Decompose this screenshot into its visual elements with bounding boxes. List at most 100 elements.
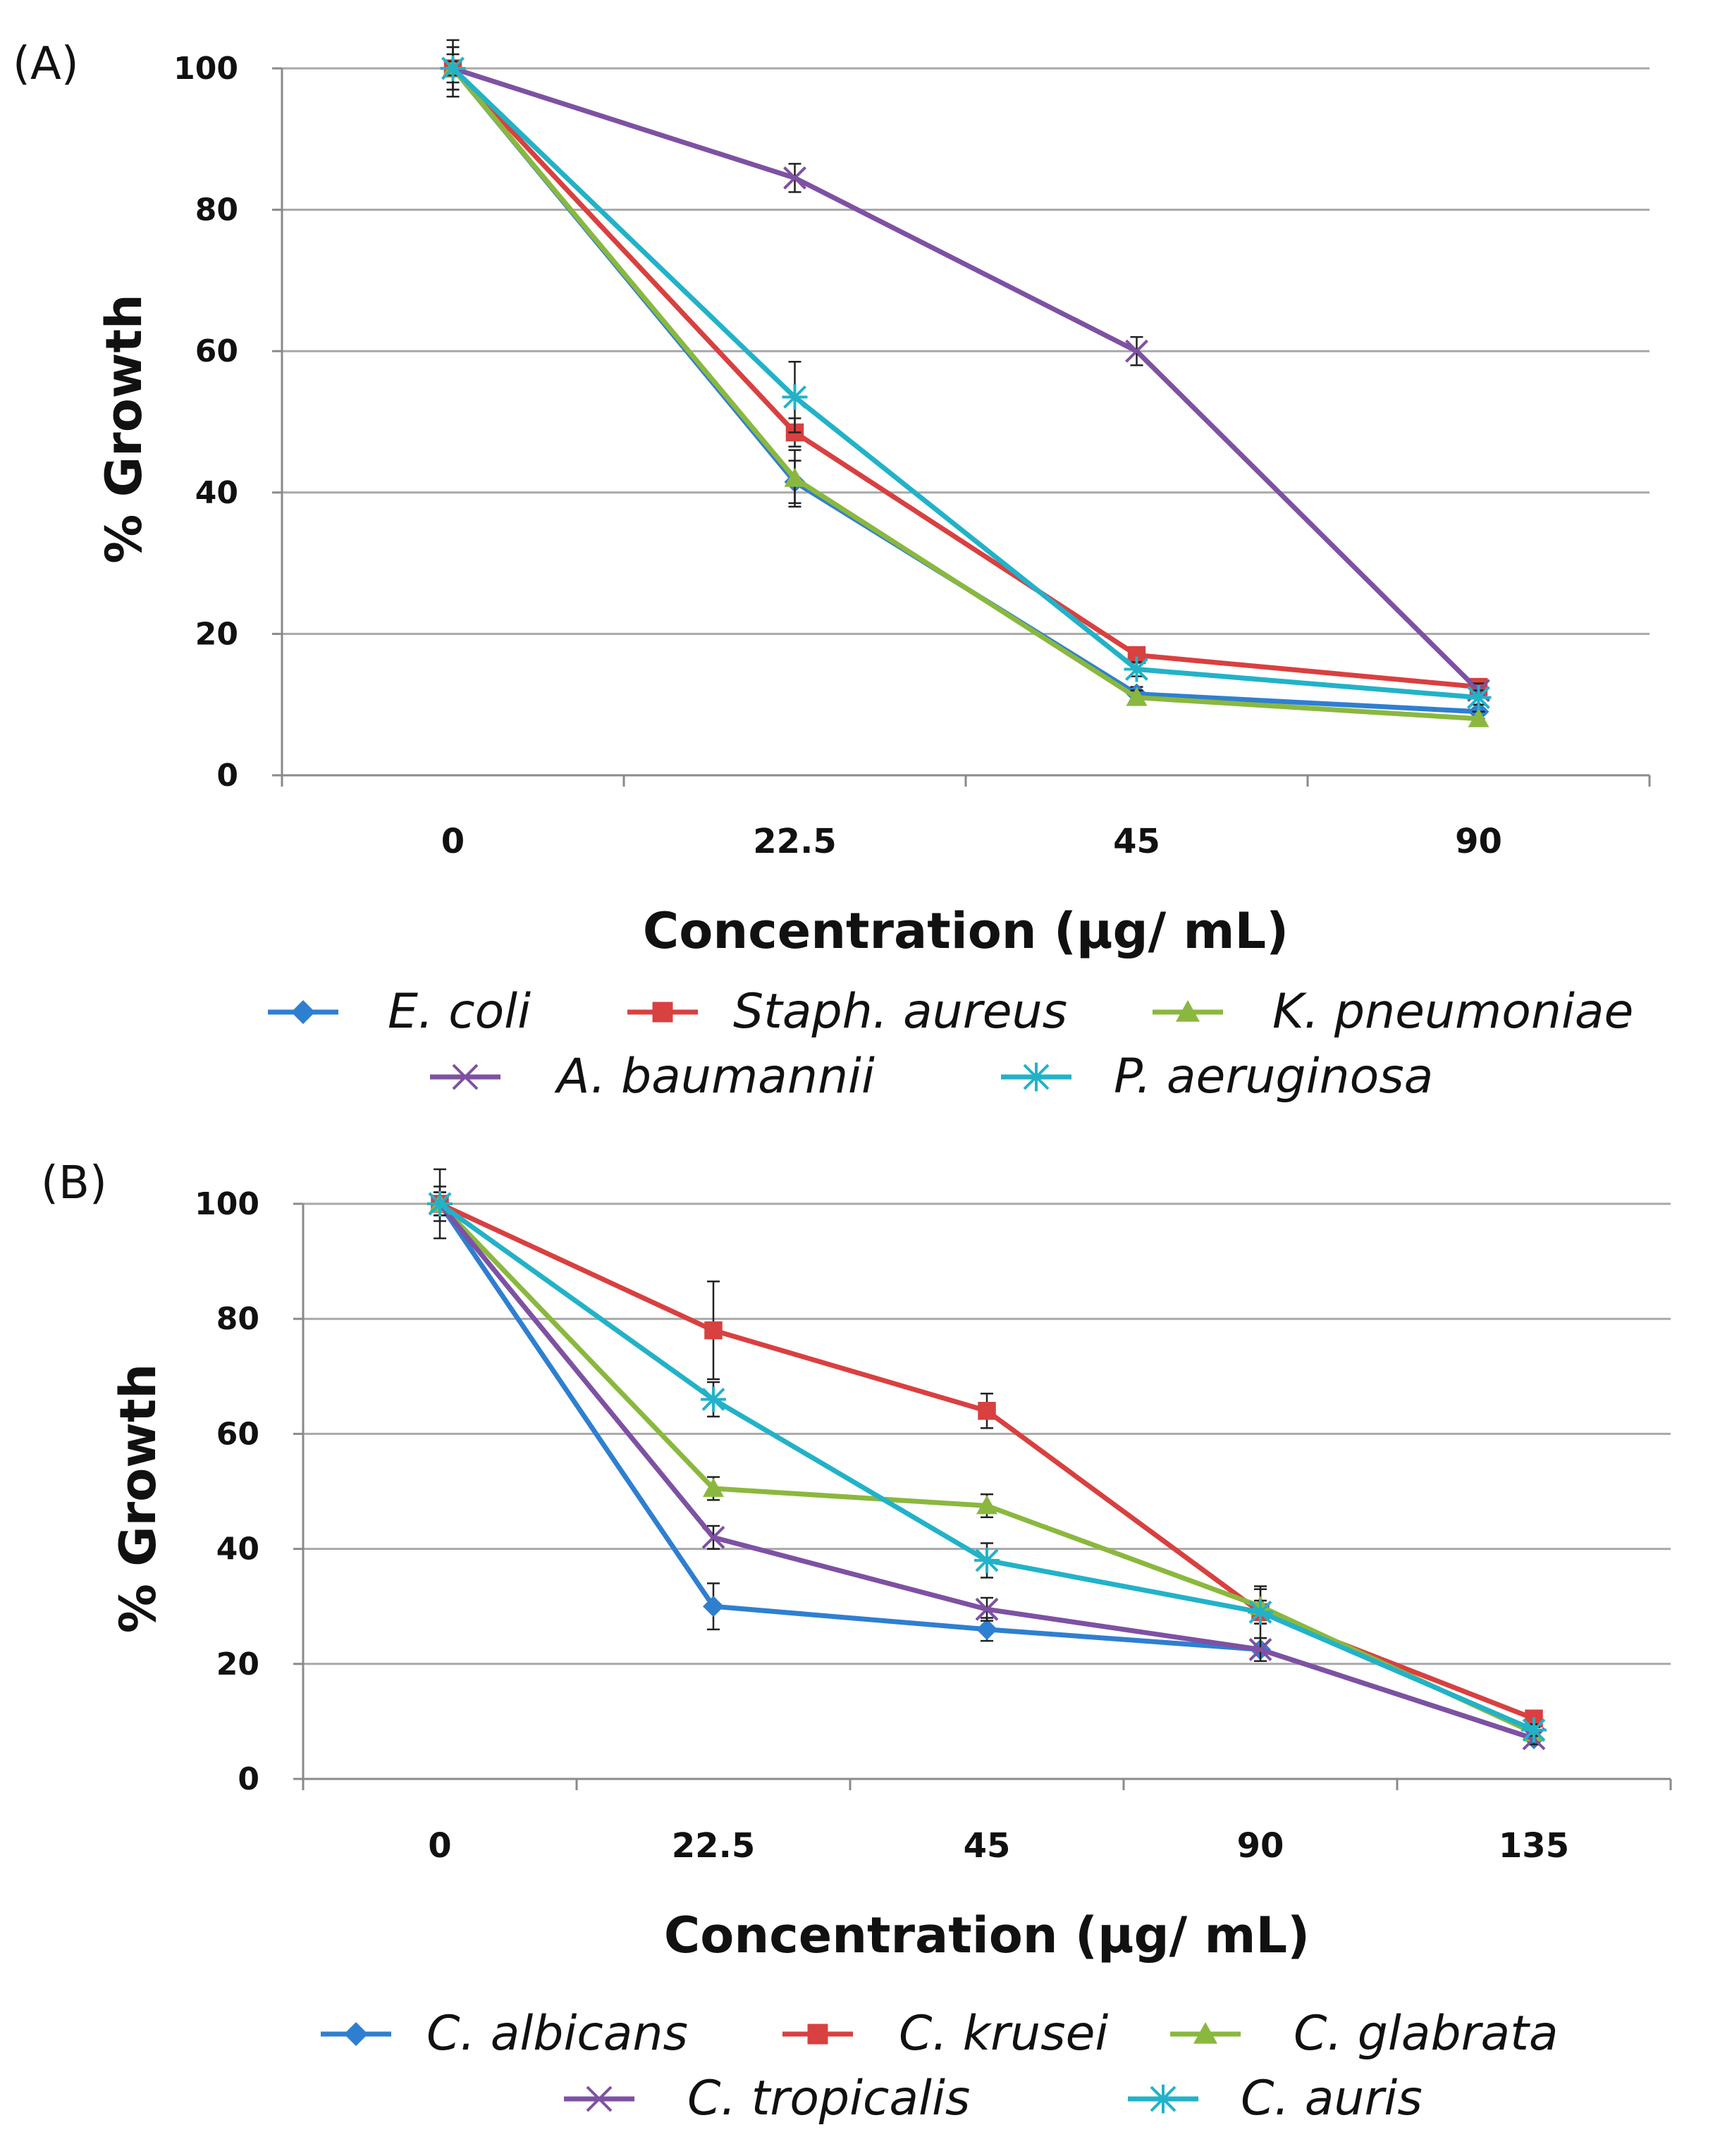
data-point	[1466, 684, 1492, 710]
legend-item: K. pneumoniae	[1153, 984, 1633, 1040]
legend-marker	[1176, 1000, 1200, 1022]
gridlines-a	[282, 67, 1650, 635]
series-2	[442, 46, 1489, 727]
x-tick-labels-b: 0 22.5 45 90 135	[428, 1826, 1569, 1866]
legend-symbol	[268, 1000, 338, 1024]
data-point	[782, 384, 808, 410]
data-point	[976, 1618, 997, 1640]
series-layer-a	[440, 39, 1492, 727]
legend-marker	[452, 1064, 479, 1090]
y-tick-label: 0	[216, 758, 238, 794]
y-tick-label: 60	[216, 1416, 259, 1452]
data-point	[974, 1547, 1000, 1573]
panel-b: (B) 0 20 40 60 80 100 0 22.5 45 90 135 %…	[41, 1157, 1672, 2126]
series-layer-b	[427, 1168, 1547, 1751]
legend-item: E. coli	[268, 984, 531, 1040]
series-4	[440, 53, 1492, 710]
y-tick-label: 100	[195, 1186, 259, 1222]
series-line	[451, 66, 1479, 701]
legend-label: P. aeruginosa	[1114, 1049, 1433, 1104]
legend-symbol	[1001, 1062, 1071, 1092]
data-point	[703, 1596, 724, 1618]
legend-symbol	[1170, 2022, 1241, 2044]
legend-marker	[807, 2023, 828, 2045]
y-axis-title-a: % Growth	[95, 294, 153, 564]
legend-marker	[1021, 1062, 1051, 1092]
legend-item: C. tropicalis	[564, 2071, 970, 2126]
series-line	[450, 66, 1479, 690]
series-3	[441, 56, 1490, 703]
panel-label-a: (A)	[13, 38, 79, 90]
y-tick-label: 60	[195, 333, 238, 369]
x-axis-title-a: Concentration (µg/ mL)	[643, 902, 1289, 960]
legend-label: C. glabrata	[1294, 2006, 1559, 2062]
series-1	[443, 39, 1488, 696]
legend-label: K. pneumoniae	[1272, 984, 1633, 1040]
data-point	[784, 467, 806, 487]
x-tick-label: 22.5	[672, 1826, 755, 1866]
legend-symbol	[564, 2086, 634, 2112]
legend-label: Staph. aureus	[733, 984, 1067, 1040]
panel-label-b: (B)	[41, 1157, 107, 1209]
legend-symbol	[430, 1064, 500, 1090]
y-tick-label: 40	[195, 475, 238, 511]
x-tick-label: 0	[428, 1826, 451, 1866]
legend-item: P. aeruginosa	[1001, 1049, 1433, 1104]
data-point	[701, 1525, 725, 1549]
legend-marker	[344, 2022, 368, 2046]
data-point	[1468, 708, 1489, 727]
legend-symbol	[321, 2022, 391, 2046]
y-tick-label: 100	[173, 51, 238, 87]
x-axis-title-b: Concentration (µg/ mL)	[664, 1906, 1310, 1964]
legend-marker	[1193, 2022, 1217, 2044]
y-tick-label: 20	[195, 616, 238, 652]
y-tick-label: 40	[216, 1532, 259, 1567]
data-point	[975, 1597, 999, 1621]
axes-a	[272, 67, 1651, 787]
legend-item: C. albicans	[321, 2006, 688, 2062]
legend-label: C. krusei	[899, 2006, 1108, 2062]
series-3	[428, 1191, 1546, 1751]
data-point	[704, 1321, 723, 1340]
data-point	[978, 1402, 996, 1420]
data-point	[783, 166, 806, 190]
data-point	[1248, 1637, 1272, 1661]
x-tick-label: 90	[1455, 822, 1502, 861]
data-point	[1125, 339, 1148, 363]
data-point	[1126, 686, 1148, 706]
series-1	[431, 1191, 1543, 1728]
legend-b: C. albicans C. krusei C. glabrata C. tro…	[321, 2006, 1559, 2126]
y-tick-labels-a: 0 20 40 60 80 100	[173, 51, 238, 794]
data-point	[1521, 1717, 1547, 1743]
panel-a: (A) 0 20 40 60 80 100 0 22.5 45 90 % Gro…	[13, 38, 1651, 1104]
legend-marker	[1148, 2084, 1178, 2114]
x-tick-labels-a: 0 22.5 45 90	[441, 822, 1502, 861]
legend-symbol	[782, 2023, 853, 2045]
data-point	[427, 1191, 453, 1216]
x-tick-label: 22.5	[753, 822, 836, 861]
legend-label: C. albicans	[426, 2006, 688, 2062]
legend-symbol	[1153, 1000, 1223, 1022]
data-point	[440, 56, 466, 81]
legend-label: C. tropicalis	[687, 2071, 970, 2126]
x-tick-label: 135	[1499, 1826, 1569, 1866]
data-point	[976, 1495, 997, 1515]
x-tick-label: 45	[964, 1826, 1011, 1866]
x-tick-label: 90	[1237, 1826, 1284, 1866]
data-point	[1248, 1599, 1273, 1625]
y-tick-labels-b: 0 20 40 60 80 100	[195, 1186, 259, 1797]
legend-marker	[291, 1000, 315, 1024]
legend-item: A. baumannii	[430, 1049, 875, 1104]
series-line	[450, 66, 1479, 722]
series-4	[427, 1168, 1547, 1743]
series-line	[450, 66, 1479, 715]
legend-label: C. auris	[1241, 2071, 1423, 2126]
legend-label: A. baumannii	[554, 1049, 875, 1104]
legend-item: C. krusei	[782, 2006, 1108, 2062]
x-tick-label: 45	[1113, 822, 1160, 861]
legend-marker	[652, 1002, 673, 1023]
y-tick-label: 0	[238, 1761, 259, 1797]
legend-item: C. auris	[1128, 2071, 1423, 2126]
series-line	[452, 66, 1480, 693]
